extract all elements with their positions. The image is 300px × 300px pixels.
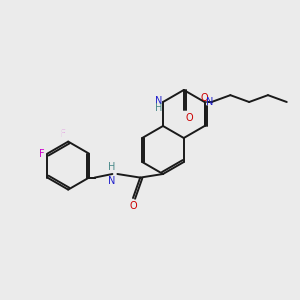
Text: O: O bbox=[201, 93, 208, 103]
Text: H: H bbox=[108, 162, 116, 172]
Text: N: N bbox=[108, 176, 116, 186]
Text: N: N bbox=[154, 96, 162, 106]
Text: N: N bbox=[206, 97, 213, 107]
Text: H: H bbox=[154, 103, 162, 113]
Text: F: F bbox=[60, 129, 65, 139]
Text: O: O bbox=[186, 113, 194, 123]
Text: O: O bbox=[129, 201, 137, 211]
Text: F: F bbox=[60, 129, 65, 139]
Text: F: F bbox=[39, 148, 44, 159]
